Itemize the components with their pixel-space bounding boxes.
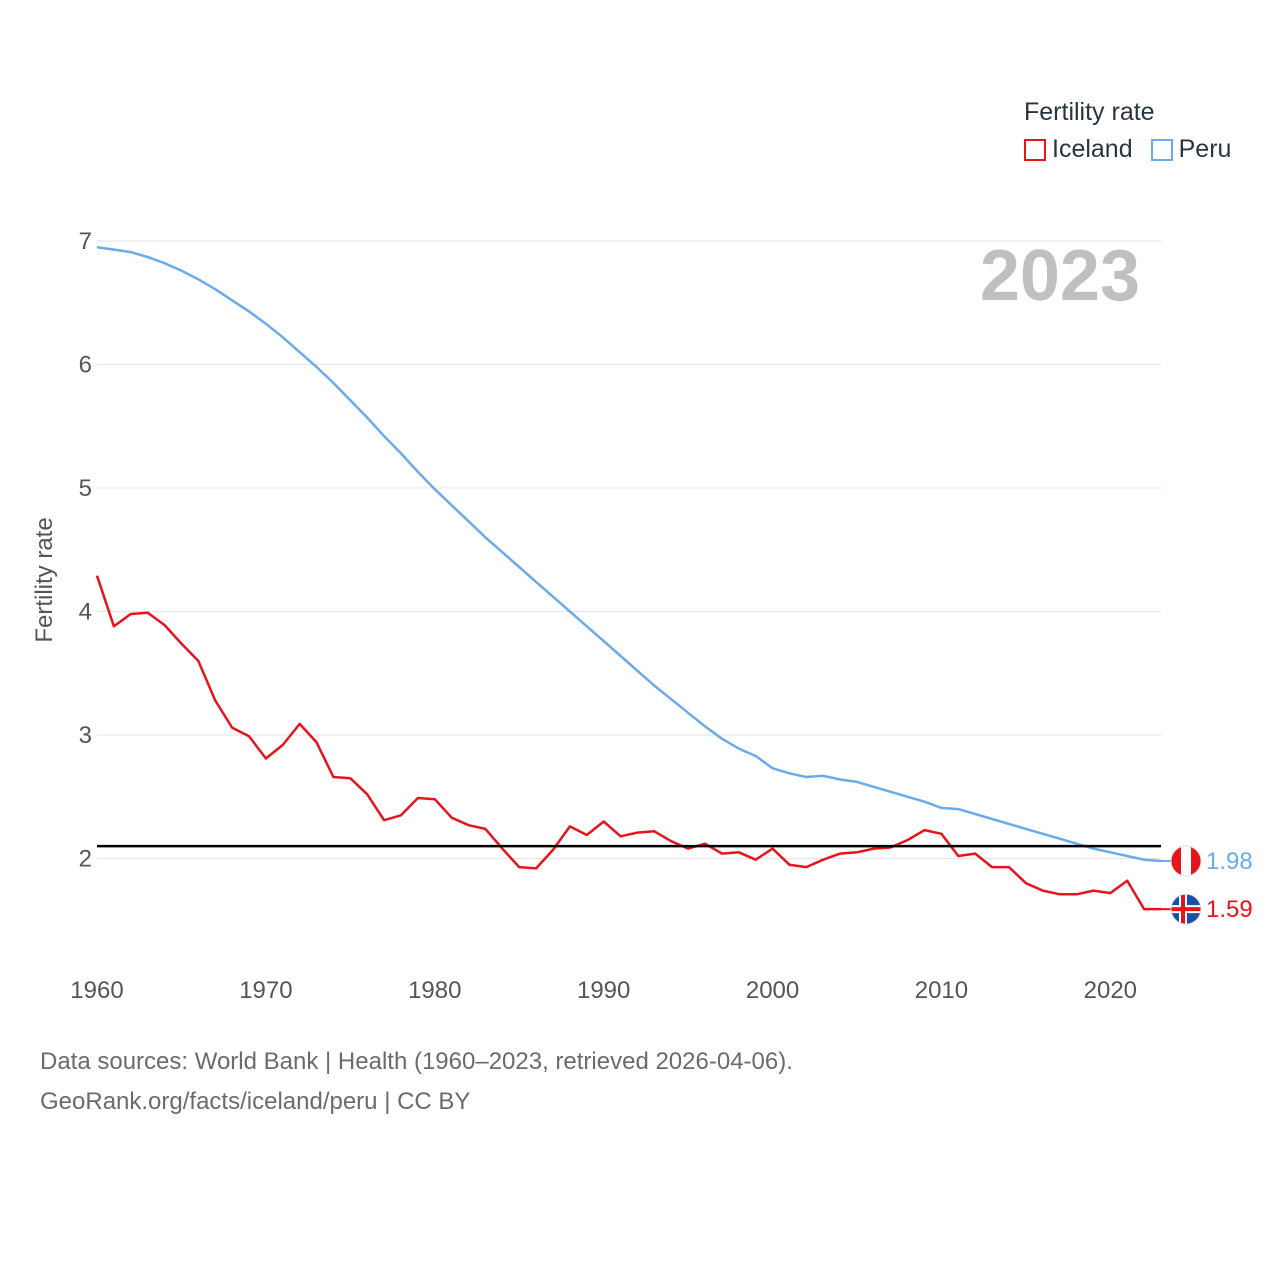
series-line-peru xyxy=(96,245,1162,863)
x-tick-label-1980: 1980 xyxy=(408,977,461,1004)
y-tick-label-4: 4 xyxy=(79,599,92,626)
legend-swatch-peru xyxy=(1150,138,1173,161)
legend: Fertility rate Iceland Peru xyxy=(1024,98,1231,164)
flag-red-cross-h xyxy=(1171,907,1201,912)
flag-border xyxy=(1170,893,1202,925)
series-lines xyxy=(95,245,1162,911)
flag-border xyxy=(1170,845,1202,877)
flag-red-cross-v xyxy=(1181,894,1185,925)
end-value-label-peru: 1.98 xyxy=(1206,848,1253,875)
source-line: Data sources: World Bank | Health (1960–… xyxy=(40,1048,793,1075)
source-footer: Data sources: World Bank | Health (1960–… xyxy=(40,1042,793,1122)
x-tick-label-2020: 2020 xyxy=(1084,977,1137,1004)
x-tick-label-1990: 1990 xyxy=(577,977,630,1004)
legend-label-iceland: Iceland xyxy=(1052,135,1133,163)
y-tick-label-3: 3 xyxy=(79,722,92,749)
y-axis-ticks: 2 3 4 5 6 7 xyxy=(79,228,92,873)
y-tick-label-6: 6 xyxy=(79,352,92,379)
end-value-label-iceland: 1.59 xyxy=(1206,896,1253,923)
x-tick-label-2010: 2010 xyxy=(915,977,968,1004)
flag-red-band-left xyxy=(1171,845,1181,876)
x-tick-label-1960: 1960 xyxy=(70,977,123,1004)
y-tick-label-5: 5 xyxy=(79,475,92,502)
legend-swatch-iceland xyxy=(1024,138,1046,161)
legend-title: Fertility rate xyxy=(1024,98,1155,126)
x-tick-label-2000: 2000 xyxy=(746,977,799,1004)
flag-peru-icon xyxy=(1171,845,1201,876)
legend-item-iceland[interactable]: Iceland xyxy=(1024,135,1133,164)
x-tick-label-1970: 1970 xyxy=(239,977,292,1004)
y-axis-title: Fertility rate xyxy=(31,517,58,642)
year-watermark: 2023 xyxy=(980,236,1140,316)
attribution-link[interactable]: GeoRank.org/facts/iceland/peru | CC BY xyxy=(40,1088,471,1115)
series-line-iceland xyxy=(95,575,1161,911)
end-markers: 1.59 1.98 xyxy=(1161,845,1253,925)
flag-red-band-right xyxy=(1191,845,1201,876)
y-tick-label-7: 7 xyxy=(79,228,92,255)
gridlines xyxy=(97,240,1161,859)
legend-item-peru[interactable]: Peru xyxy=(1150,135,1232,164)
x-axis-ticks: 1960 1970 1980 1990 2000 2010 2020 xyxy=(70,977,1137,1004)
flag-iceland-icon xyxy=(1171,894,1201,925)
y-tick-label-2: 2 xyxy=(79,846,92,873)
legend-label-peru: Peru xyxy=(1178,135,1232,163)
